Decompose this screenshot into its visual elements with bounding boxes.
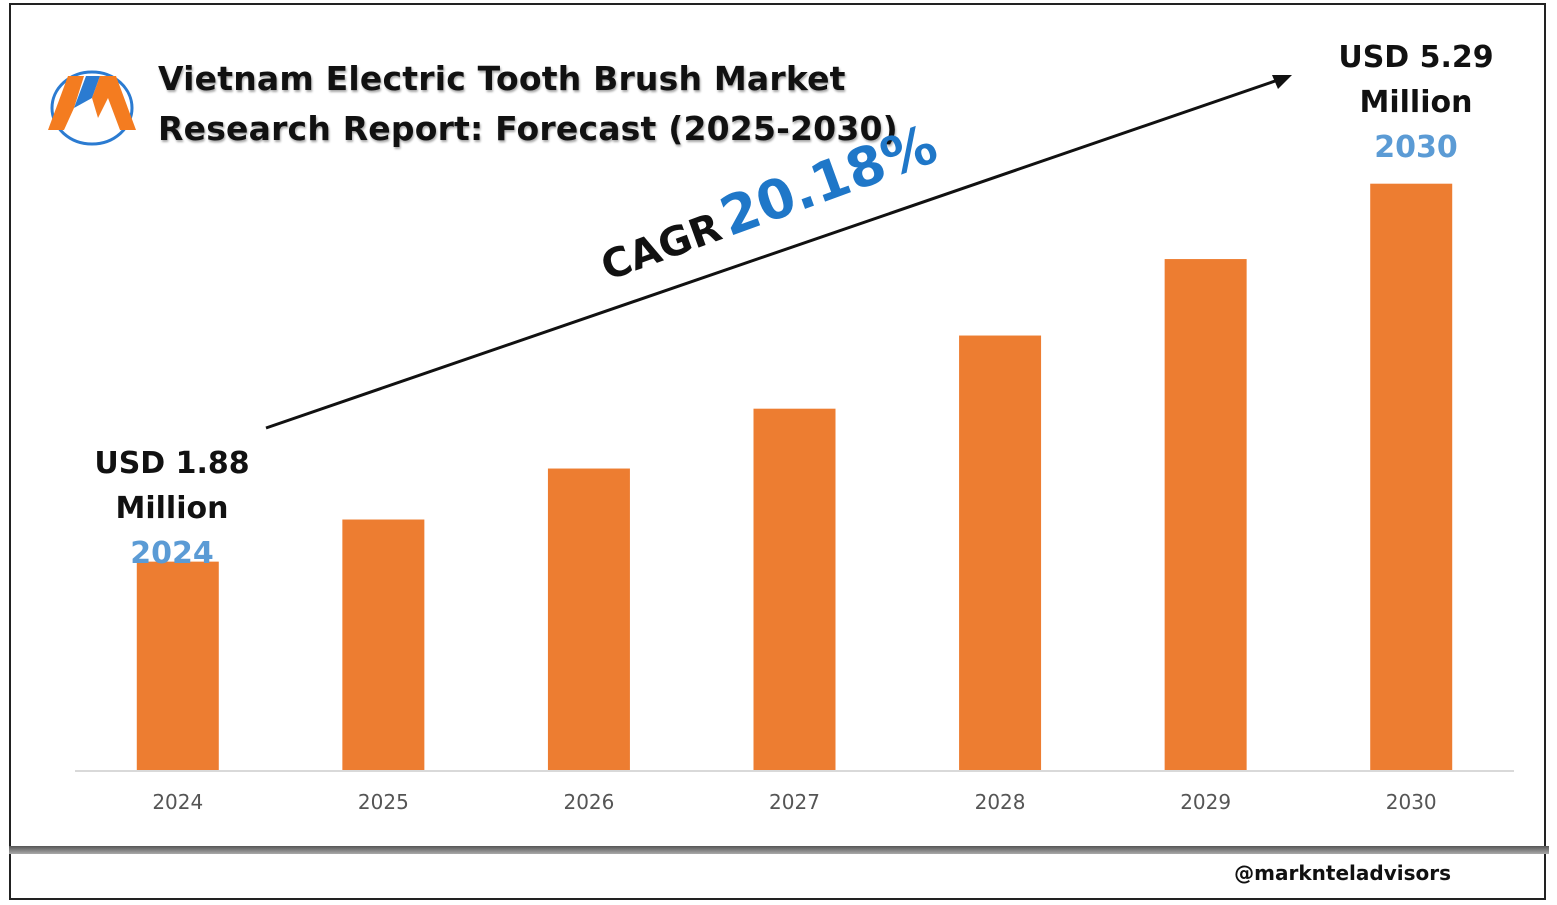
- x-axis-ticks: 2024 2025 2026 2027 2028 2029 2030: [152, 790, 1436, 814]
- chart-title-line-1: Vietnam Electric Tooth Brush Market: [158, 59, 846, 98]
- bar-2030: [1370, 183, 1453, 771]
- chart-title-line-2: Research Report: Forecast (2025-2030): [158, 109, 898, 148]
- x-tick-label-2025: 2025: [358, 790, 409, 814]
- bar-2029: [1164, 259, 1247, 770]
- footer-divider: [9, 846, 1549, 854]
- bar-2026: [547, 468, 630, 770]
- end-value-callout: USD 5.29 Million 2030: [1336, 35, 1496, 170]
- growth-arrow-line: [265, 78, 1279, 430]
- x-tick-label-2026: 2026: [563, 790, 614, 814]
- end-year: 2030: [1374, 130, 1458, 165]
- x-tick-label-2028: 2028: [975, 790, 1026, 814]
- bar-2025: [342, 519, 425, 770]
- chart-title: Vietnam Electric Tooth Brush Market Rese…: [158, 54, 898, 154]
- growth-arrow-head: [1272, 75, 1292, 89]
- markntel-m-logo-icon: [48, 70, 136, 146]
- start-value: USD 1.88: [94, 446, 250, 481]
- bar-series: [136, 183, 1453, 771]
- bar-2027: [753, 408, 836, 770]
- end-unit: Million: [1359, 85, 1473, 120]
- bar-2024: [136, 561, 219, 770]
- bar-2028: [959, 335, 1042, 770]
- start-unit: Million: [115, 491, 229, 526]
- x-tick-label-2027: 2027: [769, 790, 820, 814]
- watermark-handle: @marknteladvisors: [1234, 861, 1451, 885]
- end-value: USD 5.29: [1338, 40, 1494, 75]
- x-tick-label-2024: 2024: [152, 790, 203, 814]
- x-tick-label-2029: 2029: [1180, 790, 1231, 814]
- x-tick-label-2030: 2030: [1386, 790, 1437, 814]
- start-year: 2024: [130, 536, 214, 571]
- start-value-callout: USD 1.88 Million 2024: [92, 441, 252, 576]
